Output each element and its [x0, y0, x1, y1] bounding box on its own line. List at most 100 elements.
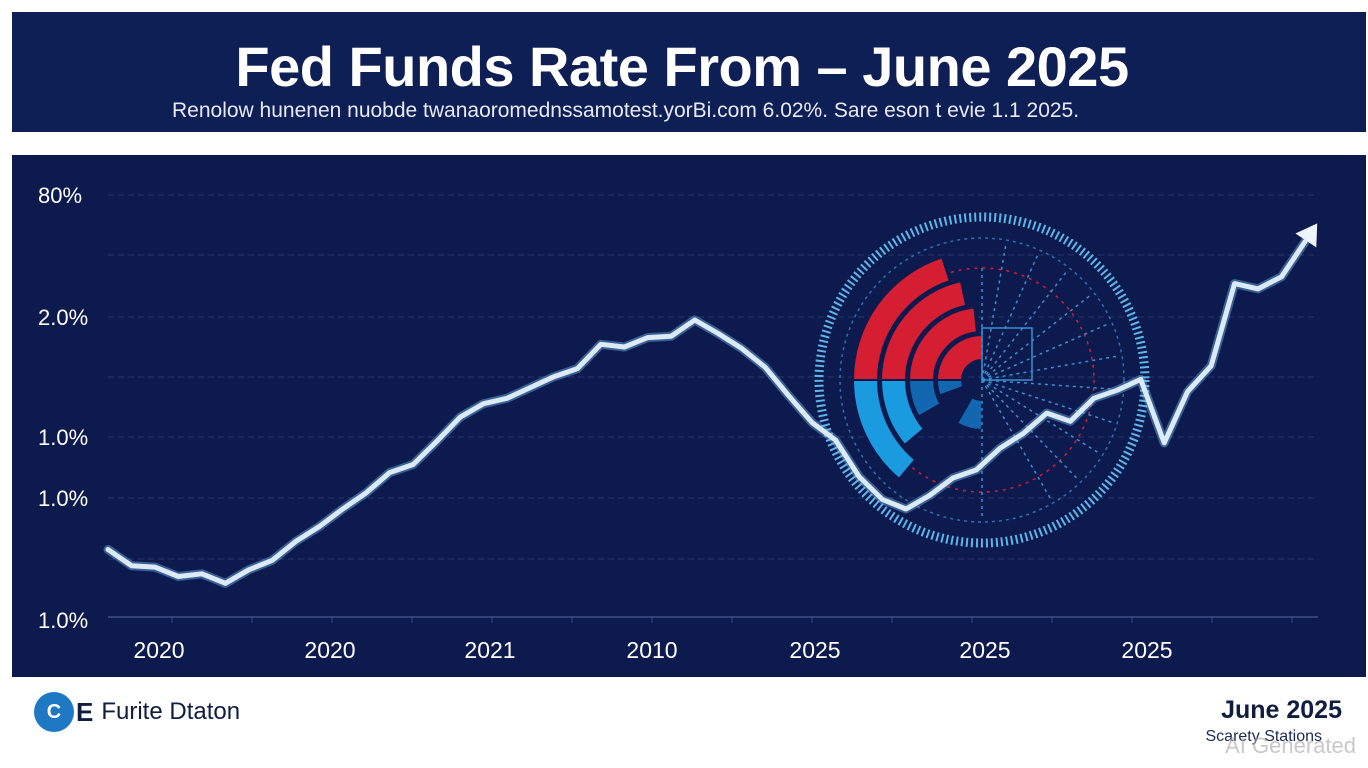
x-tick-label: 2020 — [304, 637, 355, 663]
series-point — [1045, 411, 1049, 415]
brand-name: Furite Dtaton — [101, 698, 241, 725]
series-point — [1280, 275, 1283, 279]
chart-header: Fed Funds Rate From – June 2025 Renolow … — [12, 12, 1366, 132]
series-point — [928, 494, 931, 497]
y-tick-label: 80% — [38, 183, 82, 208]
y-tick-label: 1.0% — [38, 486, 88, 511]
series-point — [458, 415, 462, 419]
gauge-red-ring — [869, 267, 1095, 493]
series-point — [575, 367, 579, 371]
series-point — [787, 394, 791, 398]
y-tick-label: 2.0% — [38, 305, 88, 330]
series-point — [646, 336, 650, 340]
gauge-blue-segment — [935, 379, 965, 397]
series-point — [693, 318, 697, 322]
series-point — [1209, 364, 1213, 368]
series-line-glow — [103, 237, 1310, 588]
series-point — [951, 476, 955, 480]
series-point — [834, 438, 838, 442]
gauge-blue-segment — [851, 379, 917, 481]
series-point — [669, 334, 673, 338]
gauge-blue-segment — [907, 379, 942, 418]
gauge-spoke — [981, 251, 1040, 381]
series-point — [223, 581, 227, 585]
series-point — [364, 491, 368, 495]
series-point — [1021, 431, 1025, 435]
series-point — [622, 345, 626, 349]
ai-watermark: AI Generated — [1225, 733, 1356, 758]
footer-date: June 2025 — [1221, 696, 1342, 724]
series-point — [974, 468, 978, 472]
chart-subtitle: Renolow hunenen nuobde twanaoromednssamo… — [172, 99, 1080, 122]
logo-icon: C — [34, 692, 74, 732]
series-point — [482, 402, 485, 406]
series-point — [1233, 282, 1237, 286]
gauge-spoke — [981, 379, 1116, 424]
gauge-blue-segment — [879, 379, 926, 447]
series-point — [763, 365, 767, 369]
series-point — [411, 463, 415, 466]
footer-source: Scarety Stations — [1205, 728, 1323, 745]
trend-arrow-icon — [1295, 223, 1318, 248]
chart-title: Fed Funds Rate From – June 2025 — [235, 35, 1129, 98]
series-point — [153, 565, 157, 569]
series-point — [1092, 396, 1096, 400]
radial-gauge-graphic — [814, 212, 1150, 548]
series-point — [317, 525, 321, 529]
x-tick-label: 2025 — [959, 637, 1010, 663]
series-point — [294, 539, 298, 543]
series-point — [1303, 240, 1307, 244]
series-point — [130, 564, 133, 568]
gauge-spoke — [981, 354, 1121, 381]
series-point — [1256, 287, 1260, 291]
series-point — [1186, 390, 1190, 394]
series-point — [505, 396, 509, 400]
x-tick-label: 2020 — [133, 637, 184, 663]
series-point — [599, 342, 603, 346]
x-tick-label: 2021 — [464, 637, 515, 663]
gauge-spoke — [981, 269, 1069, 381]
x-tick-label: 2025 — [1121, 637, 1172, 663]
series-point — [904, 507, 908, 511]
series-point — [1162, 441, 1166, 445]
series-point — [529, 386, 532, 389]
series-point — [552, 375, 556, 379]
series-point — [176, 575, 180, 578]
series-point — [200, 572, 204, 576]
gauge-blue-segment — [955, 395, 983, 432]
series-point — [106, 548, 110, 551]
gauge-spoke — [981, 379, 1122, 391]
series-point — [1068, 419, 1072, 423]
series-point — [881, 498, 884, 502]
series-point — [435, 440, 439, 443]
gauge-outer-ring — [814, 212, 1150, 548]
footer-logo: C E Furite Dtaton — [34, 690, 240, 734]
series-line — [105, 239, 1308, 586]
series-point — [247, 568, 251, 572]
series-point — [270, 558, 274, 562]
series-point — [716, 332, 720, 335]
x-tick-label: 2025 — [789, 637, 840, 663]
gauge-spoke — [981, 379, 1053, 502]
gauge-red-segment — [851, 256, 952, 381]
series-point — [1115, 388, 1119, 392]
x-tick-label: 2010 — [626, 637, 677, 663]
y-tick-label: 1.0% — [38, 425, 88, 450]
logo-letter: E — [76, 696, 94, 727]
gauge-inner-ring — [839, 237, 1125, 523]
gauge-spoke — [981, 379, 1102, 455]
plot-area: 80% 2.0% 1.0% 1.0% 1.0% 2020 2020 2021 2010 2025 2… — [12, 155, 1366, 677]
gauge-spoke — [981, 241, 1008, 381]
series-point — [810, 421, 814, 425]
series-point — [740, 346, 744, 350]
gauge-spoke — [981, 293, 1093, 381]
y-tick-label: 1.0% — [38, 608, 88, 633]
line-chart: 80% 2.0% 1.0% 1.0% 1.0% 2020 2020 2021 2010 2025 2… — [38, 183, 1318, 663]
gauge-spoke — [981, 322, 1111, 381]
series-point — [388, 471, 392, 475]
series-point — [857, 475, 861, 479]
gauge-red-segment — [907, 306, 979, 381]
series-point — [341, 507, 345, 511]
series-point — [1139, 377, 1143, 381]
series-point — [998, 446, 1002, 450]
